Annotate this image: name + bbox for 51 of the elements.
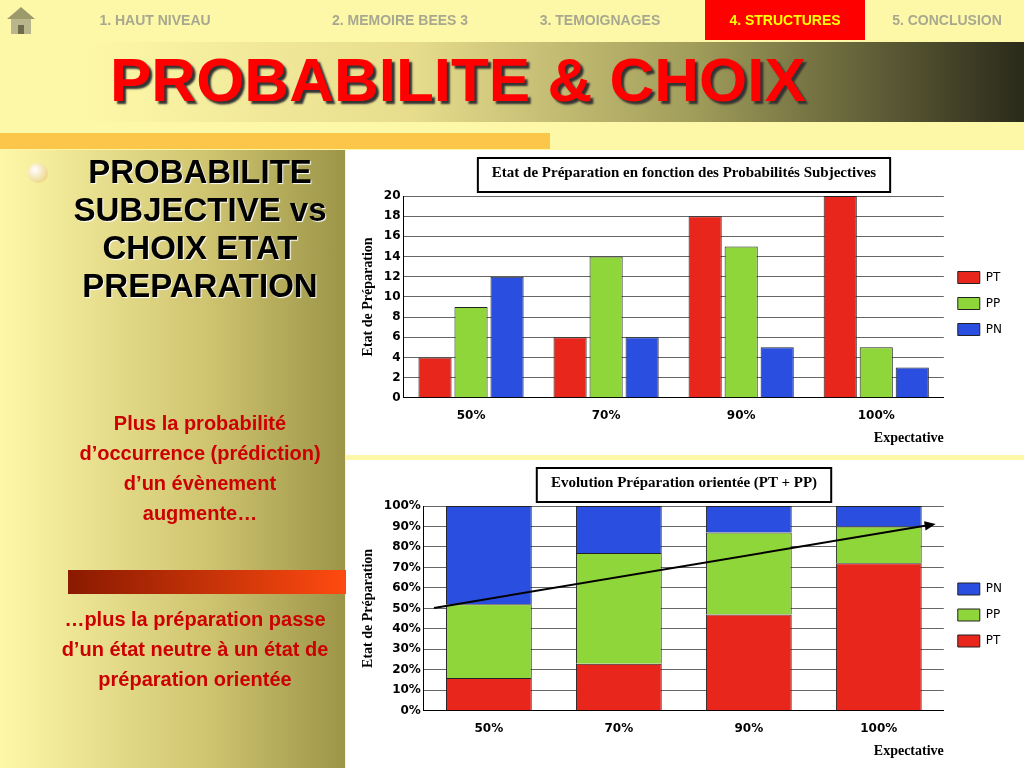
y-tick-label: 18 xyxy=(383,208,401,223)
y-tick-label: 8 xyxy=(392,309,401,324)
legend-label: PP xyxy=(985,295,1001,310)
legend-label: PN xyxy=(985,321,1003,336)
x-tick-label: 100% xyxy=(860,721,898,736)
text: PROBABILITE SUBJECTIVE vs CHOIX ETAT PREPARATION xyxy=(72,153,328,305)
y-tick-label: 60% xyxy=(392,580,421,595)
y-tick-label: 6 xyxy=(392,329,401,344)
x-tick-label: 70% xyxy=(604,721,634,736)
y-tick-label: 90% xyxy=(392,518,421,533)
y-tick-label: 100% xyxy=(383,498,421,513)
y-tick-label: 14 xyxy=(383,248,401,263)
y-tick-label: 4 xyxy=(392,349,401,364)
text: …plus la préparation passe d’un état neutre à un état de préparation orientée xyxy=(60,607,330,692)
text: 4. STRUCTURES xyxy=(705,0,865,40)
y-tick-label: 10 xyxy=(383,289,401,304)
legend-label: PP xyxy=(985,607,1001,622)
y-tick-label: 30% xyxy=(392,641,421,656)
y-tick-label: 0% xyxy=(400,702,421,717)
text: 5. CONCLUSION xyxy=(891,11,1003,30)
x-tick-label: 90% xyxy=(734,721,764,736)
text: 2. MEMOIRE BEES 3 xyxy=(330,11,470,30)
y-tick-label: 10% xyxy=(392,682,421,697)
x-tick-label: 50% xyxy=(456,408,486,423)
y-tick-label: 2 xyxy=(392,369,401,384)
x-tick-label: 50% xyxy=(474,721,504,736)
x-axis-title: Expectative xyxy=(873,430,944,446)
text: Plus la probabilité d’occurrence (prédiction) d’un évènement augmente… xyxy=(78,411,322,526)
x-axis-title: Expectative xyxy=(873,743,944,759)
x-tick-label: 70% xyxy=(591,408,621,423)
y-tick-label: 20 xyxy=(383,188,401,203)
chart-title: Evolution Préparation orientée (PT + PP) xyxy=(550,473,818,491)
text: 1. HAUT NIVEAU xyxy=(98,11,212,30)
y-tick-label: 80% xyxy=(392,539,421,554)
y-tick-label: 12 xyxy=(383,268,401,283)
text: PROBABILITE & CHOIX xyxy=(110,44,806,115)
y-tick-label: 0 xyxy=(392,389,401,404)
x-tick-label: 100% xyxy=(857,408,895,423)
chart-title: Etat de Préparation en fonction des Probabilités Subjectives xyxy=(491,163,877,180)
y-tick-label: 40% xyxy=(392,621,421,636)
y-axis-title: Etat de Préparation xyxy=(360,548,376,668)
y-tick-label: 70% xyxy=(392,559,421,574)
x-tick-label: 90% xyxy=(726,408,756,423)
legend-label: PN xyxy=(985,581,1003,596)
y-tick-label: 16 xyxy=(383,228,401,243)
text: 3. TEMOIGNAGES xyxy=(538,11,662,30)
legend-label: PT xyxy=(985,633,1002,648)
y-tick-label: 20% xyxy=(392,661,421,676)
legend-label: PT xyxy=(985,269,1002,284)
y-axis-title: Etat de Préparation xyxy=(360,237,376,357)
y-tick-label: 50% xyxy=(392,600,421,615)
